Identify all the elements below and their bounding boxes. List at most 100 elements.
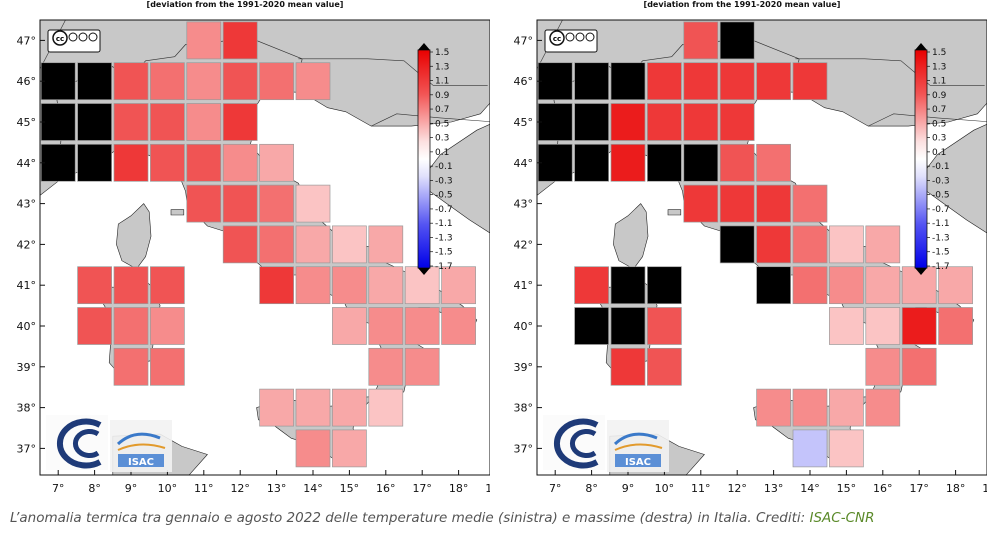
frame-border	[536, 19, 987, 476]
grid-cell	[113, 266, 149, 305]
grid-cell	[332, 388, 367, 427]
grid-cell	[113, 62, 149, 101]
grid-cell	[792, 266, 828, 305]
grid-cell	[792, 225, 828, 264]
svg-text:cc: cc	[56, 35, 64, 43]
land-balkan	[418, 123, 490, 234]
isac-logo-icon: ISAC	[110, 420, 172, 472]
grid-cell	[610, 103, 646, 141]
grid-cell	[756, 143, 791, 182]
grid-cell	[295, 266, 331, 305]
colorbar-label: -0.5	[932, 191, 950, 201]
colorbar-label: 1.3	[932, 62, 946, 72]
grid-cell	[574, 143, 609, 182]
grid-cell	[150, 347, 185, 386]
colorbar-label: 0.1	[932, 148, 946, 158]
grid-cell	[332, 225, 367, 264]
grid-cell	[829, 307, 864, 345]
grid-cell	[719, 225, 755, 264]
grid-cell	[938, 266, 973, 305]
grid-cell	[150, 62, 185, 101]
credit-link[interactable]: ISAC-CNR	[809, 510, 875, 526]
isac-logo-icon: ISAC	[607, 420, 669, 472]
colorbar-label: 1.1	[932, 77, 946, 87]
lat-tick-label: 37°	[514, 442, 534, 455]
grid-cell	[222, 143, 258, 182]
grid-cell	[150, 266, 185, 305]
lon-tick-label: 14°	[800, 482, 820, 495]
grid-cell	[150, 103, 185, 141]
lon-tick-label: 17°	[909, 482, 929, 495]
grid-cell	[368, 347, 404, 386]
caption-text: L’anomalia termica tra gennaio e agosto …	[10, 510, 810, 526]
grid-cell	[186, 62, 222, 101]
grid-cell	[537, 143, 573, 182]
grid-cell	[537, 62, 573, 101]
country-border	[795, 58, 985, 86]
colorbar-bottom-arrow	[915, 268, 927, 275]
grid-cell	[40, 62, 76, 101]
lon-tick-label: 12°	[727, 482, 747, 495]
colorbar-label: -0.7	[932, 205, 950, 215]
grid-cell	[113, 307, 149, 345]
colorbar-label: -1.1	[435, 219, 453, 229]
lat-tick-label: 42°	[17, 238, 37, 251]
grid-cell	[756, 225, 791, 264]
lat-tick-label: 39°	[514, 361, 534, 374]
lon-tick-label: 8°	[585, 482, 598, 495]
grid-cell	[756, 388, 791, 427]
map-frame	[537, 20, 987, 475]
colorbar-label: -0.1	[435, 162, 453, 172]
grid-cell	[610, 307, 646, 345]
grid-cell	[829, 429, 864, 468]
grid-cell	[77, 307, 112, 345]
colorbar-label: -0.1	[932, 162, 950, 172]
panel-header: [deviation from the 1991-2020 mean value…	[146, 0, 344, 9]
lat-tick-label: 42°	[514, 238, 534, 251]
anomaly-map-max: 47° 46° 45° 44° 43° 42° 41° 40° 39° 38° 37° 7° 8° 9° 1…	[514, 19, 987, 495]
grid-cell	[222, 21, 258, 60]
land-corsica	[613, 203, 649, 270]
colorbar-label: 1.1	[435, 77, 449, 87]
lon-tick-label: 18°	[449, 482, 469, 495]
grid-cell	[574, 62, 609, 101]
country-border	[298, 58, 488, 86]
grid-cell	[683, 21, 719, 60]
lon-tick-label: 11°	[194, 482, 214, 495]
grid-cell	[295, 184, 331, 223]
lon-tick-label: 13°	[764, 482, 784, 495]
colorbar-label: 0.3	[435, 134, 449, 144]
colorbar-label: 1.5	[932, 48, 946, 58]
panel-header: [deviation from the 1991-2020 mean value…	[643, 0, 841, 9]
grid-cell	[259, 62, 294, 101]
grid-cell	[259, 225, 294, 264]
figure-caption: L’anomalia termica tra gennaio e agosto …	[10, 508, 985, 528]
cnr-logo-icon	[543, 415, 605, 470]
colorbar-label: -0.5	[435, 191, 453, 201]
grid-cell	[719, 21, 755, 60]
grid-cell	[647, 62, 682, 101]
grid-cell	[719, 143, 755, 182]
lon-tick-label: 8°	[88, 482, 101, 495]
colorbar-bottom-arrow	[418, 268, 430, 275]
colorbar-label: -0.3	[435, 176, 453, 186]
grid-cell	[222, 184, 258, 223]
grid-cell	[295, 62, 331, 101]
grid-cell	[113, 103, 149, 141]
lon-tick-label: 7°	[549, 482, 562, 495]
colorbar-label: -0.7	[435, 205, 453, 215]
lat-tick-label: 46°	[514, 75, 534, 88]
lon-tick-label: 9°	[622, 482, 635, 495]
grid-cell	[186, 103, 222, 141]
colorbar-label: 1.5	[435, 48, 449, 58]
grid-cell	[610, 347, 646, 386]
colorbar-label: -1.5	[932, 248, 950, 258]
grid-cell	[647, 347, 682, 386]
colorbar-label: -1.7	[435, 262, 453, 272]
lon-tick-label: 11°	[691, 482, 711, 495]
grid-cell	[792, 429, 828, 468]
anomaly-map-mean: 47° 46° 45° 44° 43° 42° 41° 40° 39° 38° 37° 7° 8° 9° 1…	[17, 19, 490, 495]
grid-cell	[404, 307, 440, 345]
grid-cell	[368, 307, 404, 345]
grid-cell	[295, 388, 331, 427]
